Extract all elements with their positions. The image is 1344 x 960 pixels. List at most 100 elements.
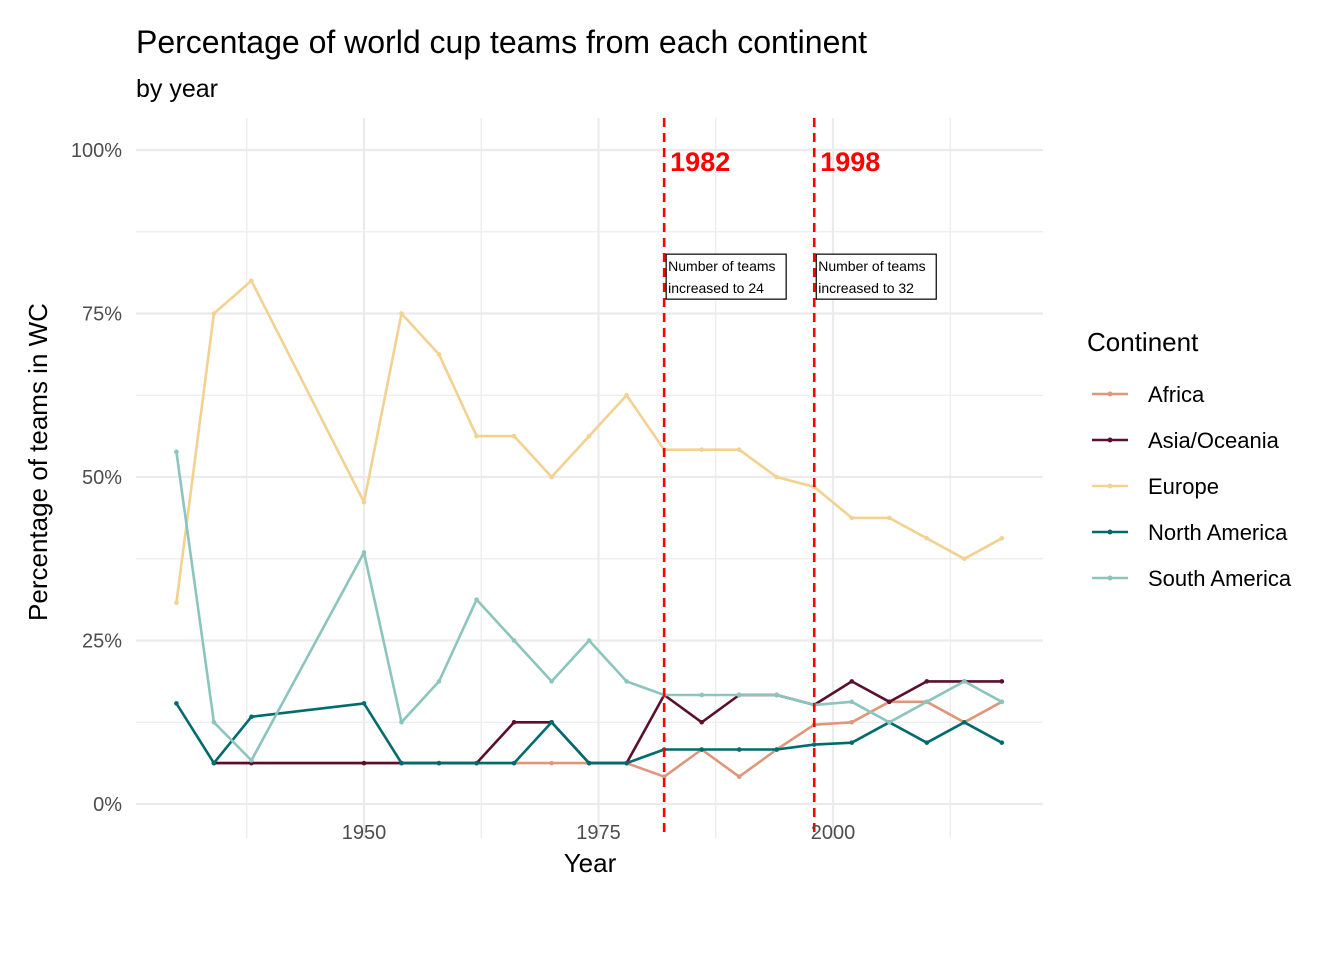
data-point xyxy=(511,638,517,643)
reference-line-label: 1982 xyxy=(670,147,730,177)
legend-item: Africa xyxy=(1092,382,1205,407)
x-tick-label: 2000 xyxy=(811,822,856,844)
data-point xyxy=(511,433,517,439)
legend-label: Europe xyxy=(1148,474,1219,499)
data-point xyxy=(586,433,592,439)
legend-item: Asia/Oceania xyxy=(1092,428,1280,453)
x-tick-label: 1975 xyxy=(576,822,621,844)
data-point xyxy=(474,597,479,602)
data-point xyxy=(999,699,1005,705)
data-point xyxy=(174,600,179,606)
series-0 xyxy=(211,699,1005,780)
data-point xyxy=(924,536,930,541)
legend-item: South America xyxy=(1092,566,1292,591)
series-2 xyxy=(174,278,1005,606)
data-point xyxy=(586,638,592,643)
data-point xyxy=(962,679,967,684)
x-tick-label: 1950 xyxy=(342,822,387,844)
annotation-text: Number of teams xyxy=(668,258,775,274)
data-point xyxy=(924,699,930,705)
major-gridlines xyxy=(136,118,1043,838)
data-point xyxy=(886,719,892,725)
annotation-text: increased to 24 xyxy=(668,280,764,296)
data-point xyxy=(174,449,179,455)
data-point xyxy=(436,679,442,684)
y-tick-label: 75% xyxy=(82,304,122,326)
data-point xyxy=(924,679,930,684)
data-point xyxy=(736,747,742,752)
annotation-text: Number of teams xyxy=(818,258,925,274)
data-point xyxy=(849,719,855,725)
data-point xyxy=(999,536,1005,541)
data-point xyxy=(736,774,742,780)
data-point xyxy=(886,699,892,705)
data-point xyxy=(211,719,217,725)
series-line xyxy=(175,451,1003,762)
data-point xyxy=(474,433,479,439)
data-point xyxy=(962,556,967,562)
data-point xyxy=(399,719,404,725)
y-tick-label: 50% xyxy=(82,467,122,489)
data-point xyxy=(399,760,404,766)
data-point xyxy=(511,760,517,766)
data-point xyxy=(699,719,704,725)
legend-label: North America xyxy=(1148,520,1288,545)
data-point xyxy=(361,760,367,766)
legend-key-point xyxy=(1107,391,1113,397)
data-point xyxy=(736,447,742,453)
reference-lines: 1982 Number of teams increased to 24 1998 Nu… xyxy=(662,118,937,838)
legend-item: North America xyxy=(1092,520,1288,545)
data-point xyxy=(886,515,892,521)
data-point xyxy=(849,740,855,745)
y-tick-label: 25% xyxy=(82,631,122,653)
data-point xyxy=(436,352,442,357)
data-point xyxy=(549,679,554,684)
data-point xyxy=(699,447,704,453)
series-line xyxy=(175,702,1003,765)
data-point xyxy=(924,740,930,745)
data-point xyxy=(361,499,367,505)
legend: Continent Africa Asia/Oceania Europe North … xyxy=(1087,327,1292,591)
y-axis-title: Percentage of teams in WC xyxy=(23,303,53,621)
data-point xyxy=(736,692,742,698)
data-point xyxy=(549,760,554,766)
data-point xyxy=(549,719,554,725)
series-line xyxy=(213,700,1003,779)
y-tick-label: 0% xyxy=(93,794,122,816)
x-axis-tick-labels: 1950 1975 2000 xyxy=(342,822,856,844)
chart-subtitle: by year xyxy=(136,75,218,103)
legend-item: Europe xyxy=(1092,474,1219,499)
series-layer xyxy=(174,278,1005,780)
data-point xyxy=(211,760,217,766)
reference-line-1: 1998 Number of teams increased to 32 xyxy=(812,118,937,838)
data-point xyxy=(661,774,667,780)
data-point xyxy=(586,760,592,766)
data-point xyxy=(549,474,554,480)
annotation-box xyxy=(665,253,787,300)
series-3 xyxy=(174,701,1005,766)
annotation-box xyxy=(815,253,937,300)
x-axis-title: Year xyxy=(564,848,617,878)
data-point xyxy=(962,719,967,725)
chart-title: Percentage of world cup teams from each … xyxy=(136,24,867,60)
legend-title: Continent xyxy=(1087,327,1199,357)
data-point xyxy=(211,311,217,316)
data-point xyxy=(849,679,855,684)
data-point xyxy=(436,760,442,766)
data-point xyxy=(849,515,855,521)
data-point xyxy=(361,550,367,555)
data-point xyxy=(474,760,479,766)
data-point xyxy=(249,278,254,284)
data-point xyxy=(511,719,517,725)
series-line xyxy=(175,279,1003,603)
legend-key-point xyxy=(1107,575,1113,581)
legend-key-point xyxy=(1107,483,1113,489)
reference-line-label: 1998 xyxy=(820,147,880,177)
data-point xyxy=(624,392,629,398)
data-point xyxy=(849,699,855,705)
legend-label: South America xyxy=(1148,566,1292,591)
annotation-text: increased to 32 xyxy=(818,280,914,296)
data-point xyxy=(999,679,1005,684)
data-point xyxy=(811,742,817,747)
